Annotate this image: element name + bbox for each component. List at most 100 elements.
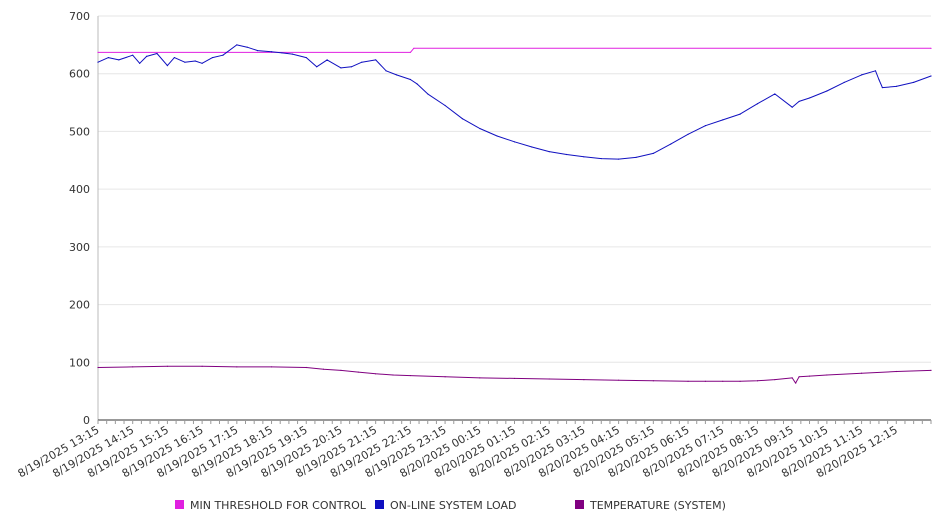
data-point xyxy=(791,106,793,108)
y-tick-label: 700 xyxy=(69,10,90,23)
y-tick-label: 500 xyxy=(69,125,90,138)
data-point xyxy=(305,56,307,59)
series-line xyxy=(97,44,932,160)
data-point xyxy=(722,119,724,121)
series-1 xyxy=(97,44,932,160)
y-tick-label: 600 xyxy=(69,68,90,81)
series-group xyxy=(97,44,932,384)
data-point xyxy=(340,67,342,69)
data-point xyxy=(930,369,932,371)
data-point xyxy=(173,56,175,59)
data-point xyxy=(913,81,915,83)
data-point xyxy=(670,143,672,145)
data-point xyxy=(808,97,811,99)
data-point xyxy=(930,47,932,49)
legend-label: MIN THRESHOLD FOR CONTROL xyxy=(190,499,367,512)
series-2 xyxy=(97,365,932,384)
data-point xyxy=(305,366,307,369)
data-point xyxy=(652,152,654,154)
series-line xyxy=(98,47,931,53)
y-tick-label: 0 xyxy=(83,414,90,427)
legend-item: ON-LINE SYSTEM LOAD xyxy=(375,499,516,512)
data-point xyxy=(798,100,800,103)
data-point xyxy=(222,54,224,56)
grid-lines xyxy=(98,15,931,363)
data-point xyxy=(409,51,411,53)
y-tick-label: 200 xyxy=(69,299,90,312)
data-point xyxy=(118,59,120,61)
data-point xyxy=(375,373,377,375)
data-point xyxy=(756,380,759,382)
data-point xyxy=(704,380,706,382)
data-point xyxy=(323,368,325,370)
data-point xyxy=(565,153,568,156)
data-point xyxy=(878,78,880,81)
data-point xyxy=(444,376,446,378)
data-point xyxy=(385,70,387,72)
data-point xyxy=(416,83,418,85)
data-point xyxy=(479,127,481,130)
y-tick-labels: 0 100 200 300 400 500 600 700 xyxy=(69,10,90,427)
data-point xyxy=(291,53,293,55)
data-point xyxy=(704,125,706,127)
data-point xyxy=(798,376,800,378)
data-point xyxy=(600,157,602,160)
data-point xyxy=(281,52,283,54)
legend-swatch xyxy=(375,500,384,509)
data-point xyxy=(107,56,110,59)
data-point xyxy=(361,61,363,63)
data-point xyxy=(860,372,863,374)
series-0 xyxy=(97,47,932,53)
y-tick-label: 400 xyxy=(69,183,90,196)
data-point xyxy=(413,47,415,49)
data-point xyxy=(687,380,689,382)
legend: MIN THRESHOLD FOR CONTROL ON-LINE SYSTEM … xyxy=(175,499,726,512)
data-point xyxy=(618,379,620,381)
data-point xyxy=(350,66,352,68)
data-point xyxy=(316,66,318,68)
data-point xyxy=(722,380,724,382)
data-point xyxy=(895,370,897,373)
data-point xyxy=(166,365,169,367)
data-point xyxy=(326,59,328,61)
y-tick-label: 100 xyxy=(69,356,90,369)
data-point xyxy=(739,113,741,115)
data-point xyxy=(513,141,516,143)
data-point xyxy=(548,151,550,153)
data-point xyxy=(201,62,203,64)
data-point xyxy=(139,62,141,64)
data-point xyxy=(583,156,585,158)
data-point xyxy=(652,380,654,382)
data-point xyxy=(97,61,99,63)
data-point xyxy=(270,51,273,53)
data-point xyxy=(843,81,845,83)
data-point xyxy=(513,377,516,380)
legend-item: TEMPERATURE (SYSTEM) xyxy=(575,499,726,512)
data-point xyxy=(409,78,411,81)
data-point xyxy=(791,377,793,379)
data-point xyxy=(194,60,196,62)
data-point xyxy=(860,74,863,76)
data-point xyxy=(461,118,464,120)
data-point xyxy=(132,366,134,368)
data-point xyxy=(395,74,398,76)
data-point xyxy=(97,51,99,53)
data-point xyxy=(930,75,932,77)
legend-label: ON-LINE SYSTEM LOAD xyxy=(390,499,516,512)
legend-swatch xyxy=(575,500,584,509)
data-point xyxy=(270,366,273,368)
data-point xyxy=(184,61,186,63)
data-point xyxy=(375,59,377,61)
data-point xyxy=(145,55,148,58)
data-point xyxy=(427,93,429,95)
data-point xyxy=(881,86,884,89)
data-point xyxy=(531,146,533,148)
series-line xyxy=(97,365,932,384)
data-point xyxy=(409,374,411,377)
data-point xyxy=(826,374,828,376)
x-tick-labels: 8/19/2025 13:158/19/2025 14:158/19/2025 … xyxy=(16,423,900,480)
data-point xyxy=(808,375,811,377)
data-point xyxy=(246,46,248,48)
